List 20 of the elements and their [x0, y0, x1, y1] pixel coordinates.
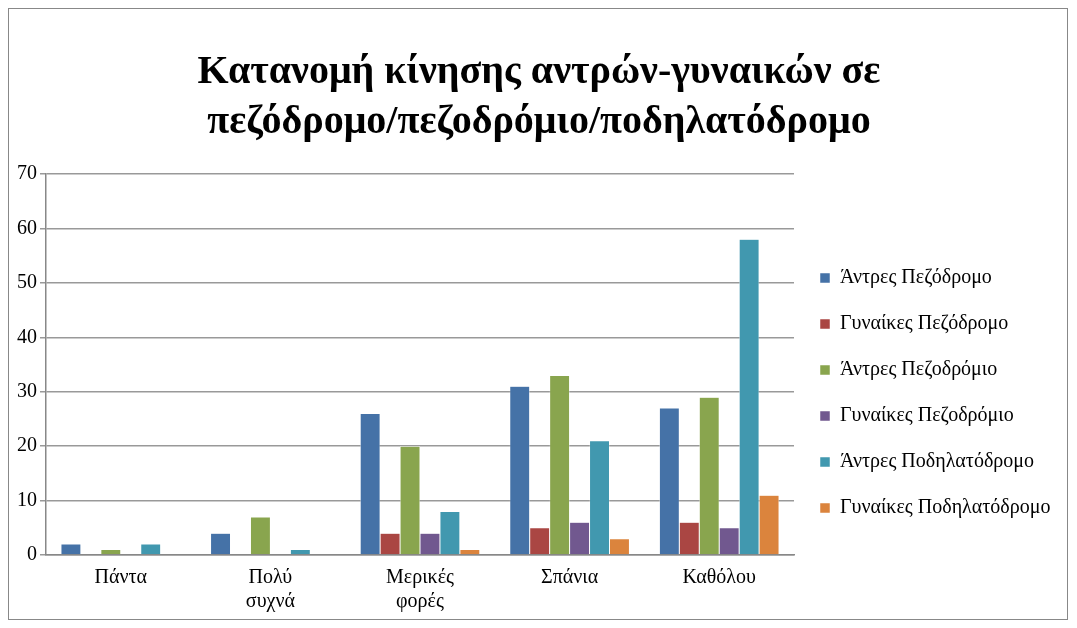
legend-label: Γυναίκες Πεζόδρομο: [840, 311, 1009, 335]
legend-label: Γυναίκες Πεζοδρόμιο: [840, 403, 1014, 427]
legend-label: Γυναίκες Ποδηλατόδρομο: [840, 495, 1051, 519]
legend-label: Άντρες Πεζοδρόμιο: [840, 357, 998, 381]
y-tick-label: 10: [17, 487, 37, 510]
x-tick-label: Μερικές φορές: [386, 565, 455, 613]
x-tick-label: Πολύ συχνά: [245, 565, 296, 613]
y-tick-label: 40: [17, 324, 37, 347]
y-tick-label: 70: [17, 161, 37, 184]
y-tick-label: 30: [17, 378, 37, 401]
chart-title: Κατανομή κίνησης αντρών-γυναικών σε πεζόδρομο/πεζοδρόμιο/ποδηλατόδρομο: [196, 46, 882, 144]
legend-label: Άντρες Πεζόδρομο: [840, 265, 992, 289]
y-tick-label: 60: [17, 215, 37, 238]
legend-label: Άντρες Ποδηλατόδρομο: [840, 449, 1035, 473]
x-tick-label: Καθόλου: [682, 565, 756, 588]
x-tick-label: Σπάνια: [541, 565, 599, 588]
x-tick-label: Πάντα: [94, 565, 148, 588]
y-tick-label: 0: [27, 542, 37, 565]
y-tick-label: 20: [17, 433, 37, 456]
y-tick-label: 50: [17, 270, 37, 293]
